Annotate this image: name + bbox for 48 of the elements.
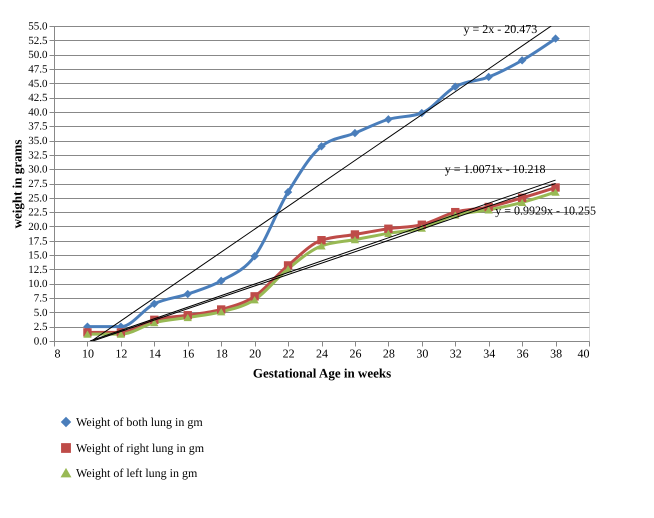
annotation: y = 1.0071x - 10.218 — [444, 162, 546, 176]
x-tick-label: 12 — [115, 346, 128, 360]
y-tick-label: 35.0 — [28, 135, 48, 148]
x-tick-label: 28 — [382, 346, 395, 360]
x-tick-label: 26 — [349, 346, 362, 360]
x-tick-label: 40 — [578, 346, 590, 360]
x-tick-label: 10 — [82, 346, 94, 360]
x-tick-label: 20 — [249, 346, 262, 360]
y-tick-label: 20.0 — [28, 220, 48, 233]
y-tick-label: 22.5 — [28, 206, 48, 219]
x-tick-label: 30 — [416, 346, 428, 360]
x-tick-label: 14 — [148, 346, 161, 360]
y-tick-label: 25.0 — [28, 192, 48, 204]
x-tick-label: 24 — [316, 346, 328, 360]
x-tick-label: 16 — [182, 346, 194, 360]
legend-label: Weight of left lung in gm — [76, 466, 198, 480]
x-tick-label: 34 — [483, 346, 496, 360]
x-tick-label: 8 — [54, 346, 60, 360]
x-axis-title: Gestational Age in weeks — [252, 366, 392, 380]
y-tick-label: 0.0 — [34, 336, 48, 348]
y-tick-label: 52.5 — [28, 34, 48, 47]
x-tick-label: 22 — [282, 346, 295, 360]
y-axis-title: weight in grams — [9, 140, 24, 228]
y-tick-label: 30.0 — [28, 164, 48, 176]
legend-label: Weight of both lung in gm — [76, 415, 204, 429]
y-tick-label: 10.0 — [28, 278, 48, 290]
x-tick-label: 36 — [516, 346, 529, 360]
y-tick-label: 40.0 — [28, 106, 48, 118]
y-tick-label: 12.5 — [28, 264, 48, 276]
y-tick-label: 15.0 — [28, 250, 48, 262]
annotation: y = 0.9929x - 10.255 — [495, 204, 596, 218]
y-tick-label: 42.5 — [28, 92, 48, 104]
y-tick-label: 7.5 — [34, 292, 48, 305]
y-tick-label: 2.5 — [34, 321, 48, 334]
x-tick-label: 18 — [216, 346, 228, 360]
y-tick-label: 5.0 — [34, 306, 48, 319]
legend-label: Weight of right lung in gm — [76, 441, 205, 455]
y-tick-label: 27.5 — [28, 178, 48, 190]
y-tick-label: 37.5 — [28, 120, 48, 133]
y-tick-label: 55.0 — [28, 20, 48, 32]
x-tick-label: 38 — [550, 346, 562, 360]
y-tick-label: 50.0 — [28, 49, 48, 62]
x-tick-label: 32 — [450, 346, 462, 360]
y-tick-label: 45.0 — [28, 78, 48, 90]
y-tick-label: 17.5 — [28, 235, 48, 248]
annotation: y = 2x - 20.473 — [463, 22, 538, 36]
y-tick-label: 32.5 — [28, 149, 48, 162]
y-tick-label: 47.5 — [28, 63, 48, 76]
